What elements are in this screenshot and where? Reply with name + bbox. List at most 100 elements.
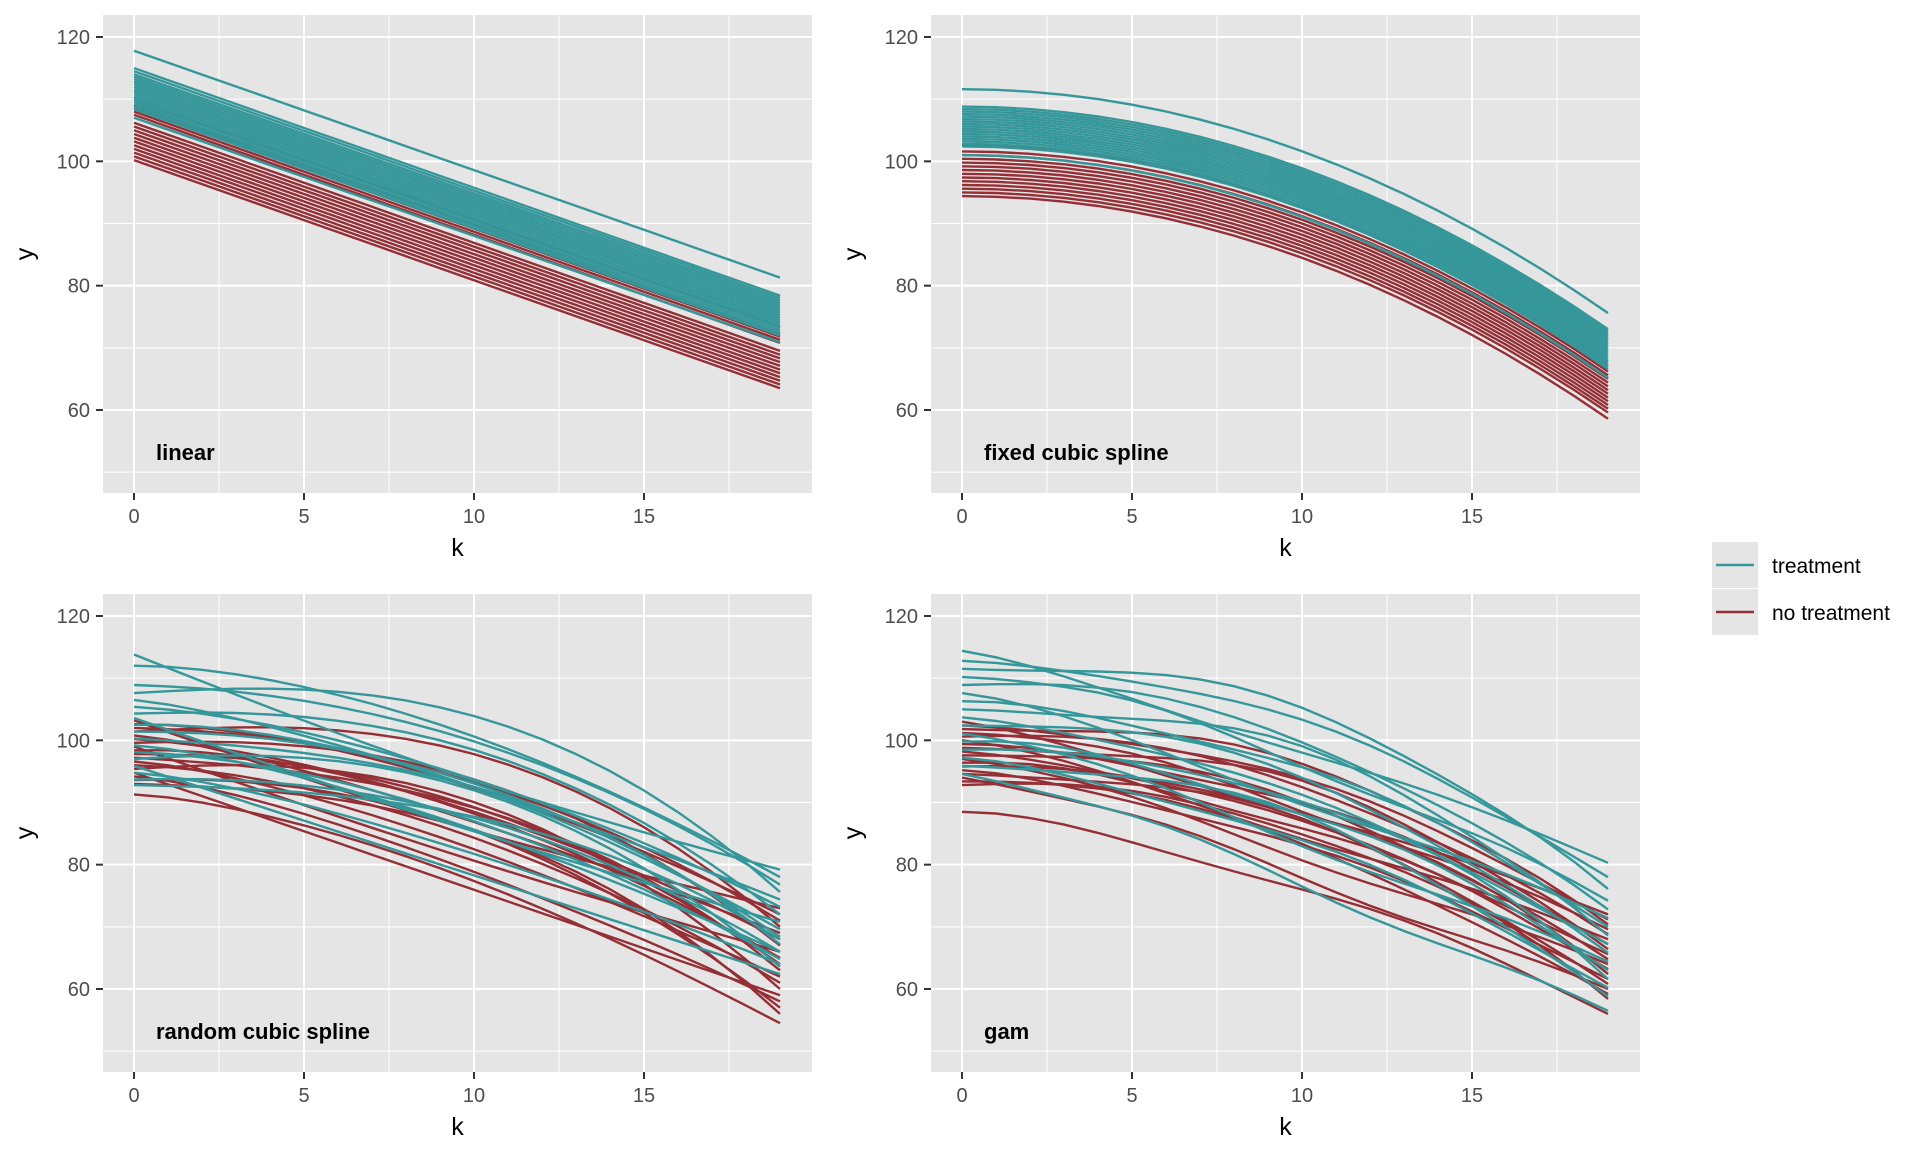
- series-line-treatment: [133, 90, 781, 320]
- series-line-treatment: [961, 764, 1609, 998]
- series-line-treatment: [133, 100, 781, 330]
- series-line-no-treatment: [961, 772, 1609, 986]
- panel-label: fixed cubic spline: [984, 440, 1169, 465]
- series-line-treatment: [133, 80, 781, 310]
- y-tick-label: 120: [57, 606, 90, 628]
- series-line-treatment: [961, 142, 1609, 368]
- series-line-no-treatment: [133, 775, 781, 1003]
- series-line-treatment: [961, 748, 1609, 980]
- series-line-treatment: [961, 772, 1609, 1012]
- series-line-no-treatment: [133, 151, 781, 382]
- x-tick-label: 10: [463, 506, 485, 528]
- series-line-no-treatment: [133, 140, 781, 371]
- series-line-treatment: [133, 764, 781, 976]
- y-tick-label: 60: [896, 979, 918, 1001]
- x-tick-label: 15: [1461, 1085, 1483, 1107]
- series-line-treatment: [133, 49, 781, 279]
- series-line-treatment: [961, 107, 1609, 333]
- panel-fixed-cubic-spline: fixed cubic spline 60 80 100 120 0 5 10 15 k y: [839, 15, 1640, 562]
- legend-label: no treatment: [1772, 602, 1890, 625]
- series-line-treatment: [961, 115, 1609, 341]
- series-line-treatment: [133, 93, 781, 322]
- series-line-treatment: [133, 88, 781, 317]
- series-line-treatment: [961, 88, 1609, 314]
- series-line-treatment: [133, 98, 781, 327]
- series-line-treatment: [961, 120, 1609, 346]
- series-line-treatment: [961, 708, 1609, 937]
- series-line-treatment: [133, 750, 781, 961]
- panel-label: linear: [156, 440, 215, 465]
- series-line-treatment: [961, 125, 1609, 351]
- series-line-no-treatment: [961, 194, 1609, 420]
- x-axis-title: k: [451, 534, 464, 562]
- series-line-no-treatment: [133, 147, 781, 379]
- series-line-treatment: [133, 116, 781, 344]
- series-line-treatment: [961, 675, 1609, 902]
- series-line-treatment: [961, 132, 1609, 358]
- series-line-no-treatment: [961, 150, 1609, 373]
- y-tick-label: 120: [885, 27, 918, 49]
- series-line-treatment: [133, 771, 781, 966]
- y-tick-label: 80: [68, 276, 90, 298]
- series-line-treatment: [961, 117, 1609, 343]
- y-tick-label: 100: [57, 730, 90, 752]
- series-line-treatment: [961, 112, 1609, 338]
- series-line-no-treatment: [133, 764, 781, 984]
- y-axis-title: y: [839, 247, 867, 260]
- series-line-treatment: [961, 756, 1609, 989]
- panel-label: random cubic spline: [156, 1019, 370, 1044]
- series-line-no-treatment: [961, 739, 1609, 941]
- series-line-no-treatment: [961, 782, 1609, 1000]
- series-line-treatment: [961, 649, 1609, 864]
- panel-random-cubic-spline: random cubic spline 60 80 100 120 0 5 10 15 k y: [11, 594, 812, 1141]
- y-tick-label: 80: [68, 855, 90, 877]
- panel-label: gam: [984, 1019, 1029, 1044]
- x-tick-label: 0: [956, 506, 967, 528]
- series-line-treatment: [133, 687, 781, 893]
- series-line-treatment: [133, 107, 781, 337]
- series-line-no-treatment: [133, 726, 781, 928]
- series-line-treatment: [133, 78, 781, 307]
- y-axis-title: y: [11, 247, 39, 260]
- legend-label: treatment: [1772, 555, 1861, 578]
- series-line-no-treatment: [961, 157, 1609, 380]
- series-line-no-treatment: [961, 176, 1609, 399]
- series-line-no-treatment: [133, 155, 781, 386]
- y-tick-label: 100: [885, 151, 918, 173]
- series-line-treatment: [133, 105, 781, 335]
- series-line-treatment: [961, 127, 1609, 353]
- series-line-treatment: [961, 122, 1609, 348]
- series-line-treatment: [961, 110, 1609, 336]
- series-line-no-treatment: [961, 180, 1609, 403]
- series-line-treatment: [133, 66, 781, 297]
- x-axis-title: k: [1279, 1113, 1292, 1141]
- x-tick-label: 0: [128, 1085, 139, 1107]
- y-tick-label: 60: [68, 400, 90, 422]
- series-line-treatment: [961, 691, 1609, 920]
- x-tick-label: 15: [633, 506, 655, 528]
- series-line-treatment: [133, 75, 781, 305]
- series-line-no-treatment: [133, 144, 781, 375]
- series-line-treatment: [961, 716, 1609, 946]
- series-line-treatment: [961, 130, 1609, 356]
- series-line-no-treatment: [133, 125, 781, 356]
- series-line-treatment: [961, 135, 1609, 360]
- series-line-treatment: [133, 737, 781, 946]
- series-line-no-treatment: [133, 752, 781, 966]
- series-line-treatment: [133, 783, 781, 941]
- series-line-no-treatment: [133, 110, 781, 341]
- series-line-treatment: [133, 102, 781, 332]
- series-line-treatment: [133, 664, 781, 879]
- series-line-treatment: [133, 711, 781, 916]
- series-line-treatment: [133, 705, 781, 908]
- x-tick-label: 5: [298, 506, 309, 528]
- x-tick-label: 10: [1291, 1085, 1313, 1107]
- x-tick-label: 0: [128, 506, 139, 528]
- series-line-no-treatment: [961, 187, 1609, 410]
- series-line-treatment: [961, 140, 1609, 365]
- series-line-treatment: [961, 667, 1609, 890]
- x-tick-label: 5: [298, 1085, 309, 1107]
- series-line-treatment: [961, 700, 1609, 928]
- series-line-no-treatment: [133, 745, 781, 953]
